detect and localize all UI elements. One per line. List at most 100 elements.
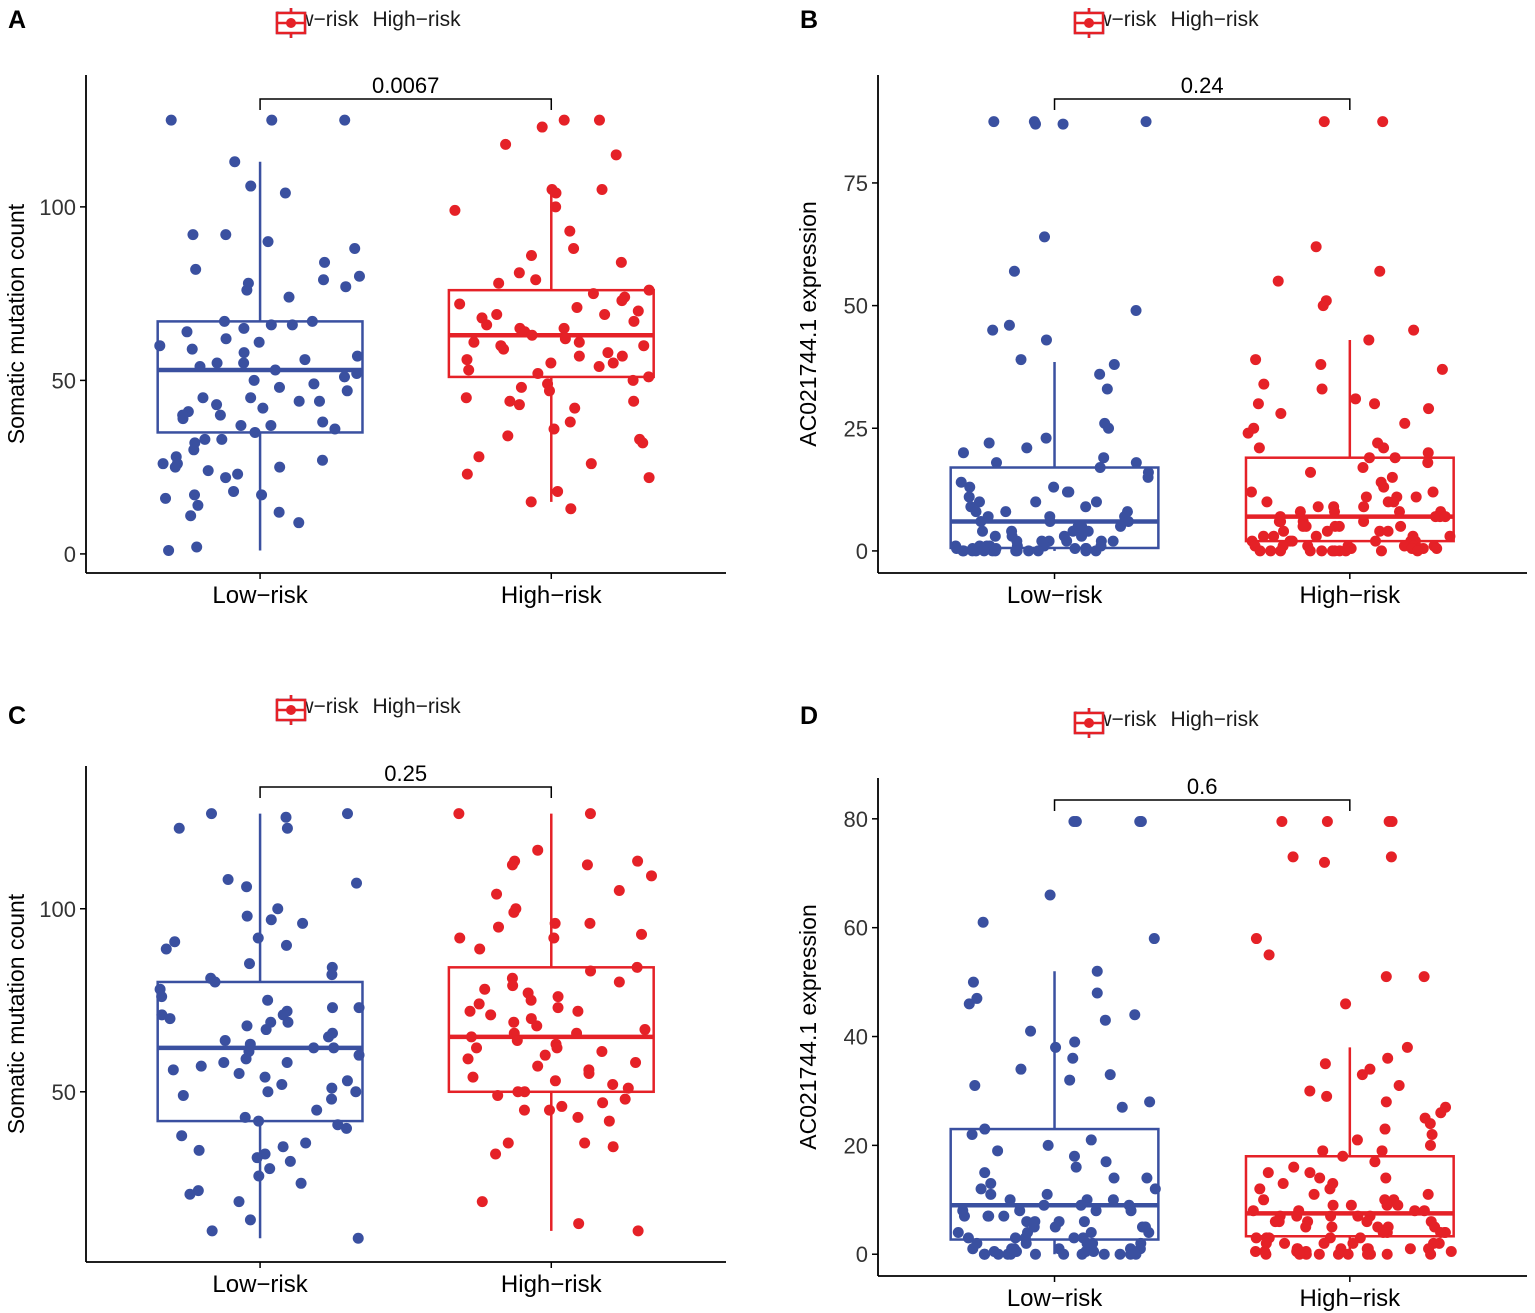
low-point: [1076, 530, 1088, 542]
y-axis-label: AC021744.1 expression: [795, 904, 821, 1150]
low-point: [332, 1119, 344, 1131]
low-point: [222, 873, 234, 885]
low-point: [1085, 1226, 1097, 1238]
panel-b: B Low−risk High−risk 0 25 50 75 AC021744.1 e…: [767, 0, 1535, 656]
high-point: [1444, 530, 1456, 542]
high-point: [464, 1005, 476, 1017]
low-point: [1130, 457, 1142, 469]
high-point: [558, 114, 570, 126]
low-point: [189, 489, 201, 501]
high-point: [1431, 542, 1443, 554]
low-point: [1078, 1216, 1090, 1228]
high-point: [536, 121, 548, 133]
high-point: [465, 1031, 477, 1043]
high-point: [1321, 1090, 1333, 1102]
high-point: [1250, 1232, 1262, 1244]
low-point: [1070, 816, 1082, 828]
low-point: [1069, 1036, 1081, 1048]
high-point: [518, 1104, 530, 1116]
high-point: [1254, 545, 1266, 557]
high-point: [481, 319, 493, 331]
y-tick-label: 50: [52, 1080, 76, 1105]
low-point: [1101, 383, 1113, 395]
high-point: [1275, 408, 1287, 420]
high-point: [552, 1002, 564, 1014]
high-point: [1409, 1205, 1421, 1217]
low-point: [341, 385, 353, 397]
low-point: [177, 413, 189, 425]
low-point: [1009, 1232, 1021, 1244]
low-point: [253, 1115, 265, 1127]
high-point: [513, 399, 525, 411]
high-point: [539, 1049, 551, 1061]
low-point: [1091, 987, 1103, 999]
high-point: [610, 149, 622, 161]
high-point: [619, 1093, 631, 1105]
high-point: [631, 961, 643, 973]
low-point: [1040, 432, 1052, 444]
high-point: [1333, 520, 1345, 532]
high-point: [607, 357, 619, 369]
low-point: [1100, 1156, 1112, 1168]
low-point: [339, 114, 351, 126]
low-point: [265, 914, 277, 926]
low-point: [240, 1053, 252, 1065]
low-point: [1011, 545, 1023, 557]
high-point: [627, 374, 639, 386]
low-point: [318, 274, 330, 286]
low-point: [958, 1210, 970, 1222]
high-point: [476, 1196, 488, 1208]
high-point: [643, 472, 655, 484]
low-point: [209, 976, 221, 988]
high-point: [1318, 856, 1330, 868]
high-point: [616, 350, 628, 362]
low-point: [1057, 118, 1069, 130]
low-point: [1103, 422, 1115, 434]
high-point: [1393, 1080, 1405, 1092]
high-point: [550, 201, 562, 213]
high-point: [1435, 1107, 1447, 1119]
high-point: [571, 302, 583, 314]
panel-label: B: [800, 6, 819, 34]
high-point: [1294, 506, 1306, 518]
low-point: [955, 476, 967, 488]
y-tick-label: 80: [844, 807, 868, 832]
high-point: [1363, 452, 1375, 464]
low-point: [241, 910, 253, 922]
pvalue-bracket: [259, 98, 553, 110]
low-point: [977, 525, 989, 537]
high-point: [545, 357, 557, 369]
low-point: [273, 506, 285, 518]
high-point: [1321, 525, 1333, 537]
high-point: [492, 1089, 504, 1101]
high-point: [1382, 525, 1394, 537]
low-point: [211, 399, 223, 411]
low-point: [975, 515, 987, 527]
high-point: [1317, 1145, 1329, 1157]
high-point: [461, 354, 473, 366]
high-point: [559, 333, 571, 345]
high-point: [1263, 949, 1275, 961]
high-point: [1253, 442, 1265, 454]
low-point: [1104, 1069, 1116, 1081]
low-point: [163, 544, 175, 556]
low-point: [195, 1060, 207, 1072]
high-point: [1287, 851, 1299, 863]
low-point: [277, 1141, 289, 1153]
low-point: [249, 426, 261, 438]
low-point: [1114, 1248, 1126, 1260]
high-point: [599, 308, 611, 320]
high-box: [1244, 1155, 1455, 1238]
low-point: [351, 367, 363, 379]
legend-key-high-icon: [275, 8, 307, 38]
high-point: [628, 395, 640, 407]
high-point: [585, 458, 597, 470]
low-point: [1108, 1172, 1120, 1184]
high-point: [1297, 520, 1309, 532]
low-point: [156, 991, 168, 1003]
high-point: [584, 917, 596, 929]
low-point: [1063, 486, 1075, 498]
high-point: [585, 965, 597, 977]
high-point: [1324, 1183, 1336, 1195]
low-point: [1076, 1248, 1088, 1260]
